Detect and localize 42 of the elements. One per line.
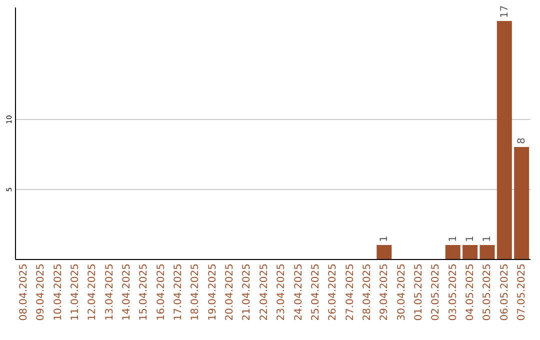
x-tick-label: 04.05.2025: [465, 264, 476, 321]
data-label: 1: [448, 236, 459, 242]
x-tick-label: 06.05.2025: [499, 264, 510, 321]
bar: [462, 245, 478, 259]
x-tick-label: 15.04.2025: [138, 264, 150, 321]
x-tick-label: 08.04.2025: [18, 264, 30, 321]
x-tick-label: 16.04.2025: [156, 264, 167, 321]
x-tick-label: 10.04.2025: [52, 264, 64, 321]
x-tick-label: 20.04.2025: [224, 264, 236, 321]
x-tick-label: 29.04.2025: [379, 264, 390, 321]
data-label: 1: [379, 236, 390, 242]
x-tick-label: 09.04.2025: [36, 264, 47, 321]
x-tick-label: 28.04.2025: [362, 264, 373, 321]
x-tick-label: 17.04.2025: [173, 264, 184, 321]
x-tick-label: 30.04.2025: [396, 264, 408, 321]
bar: [480, 245, 495, 259]
x-tick-label: 22.04.2025: [258, 264, 270, 321]
x-tick-label: 11.04.2025: [70, 264, 81, 321]
bar: [445, 245, 460, 259]
data-label: 1: [465, 236, 476, 242]
x-tick-label: 27.04.2025: [344, 264, 356, 321]
data-label: 1: [482, 236, 494, 242]
x-tick-label: 23.04.2025: [276, 264, 288, 321]
x-tick-label: 03.05.2025: [448, 264, 459, 321]
x-tick-label: 25.04.2025: [310, 264, 322, 321]
x-tick-label: 26.04.2025: [328, 264, 339, 321]
data-label: 17: [499, 5, 510, 18]
x-tick-label: 12.04.2025: [87, 264, 98, 321]
data-label: 8: [516, 138, 528, 144]
x-tick-label: 14.04.2025: [121, 264, 132, 321]
x-tick-label: 19.04.2025: [207, 264, 218, 321]
x-tick-label: 18.04.2025: [190, 264, 202, 321]
x-tick-label: 07.05.2025: [516, 264, 528, 321]
x-tick-label: 24.04.2025: [293, 264, 304, 321]
x-tick-label: 05.05.2025: [482, 264, 494, 321]
x-tick-label: 01.05.2025: [414, 264, 425, 321]
x-tick-label: 02.05.2025: [430, 264, 442, 321]
bar: [376, 245, 392, 259]
bar: [514, 147, 530, 259]
x-tick-label: 13.04.2025: [104, 264, 116, 321]
x-tick-label: 21.04.2025: [242, 264, 253, 321]
bar: [496, 21, 512, 259]
